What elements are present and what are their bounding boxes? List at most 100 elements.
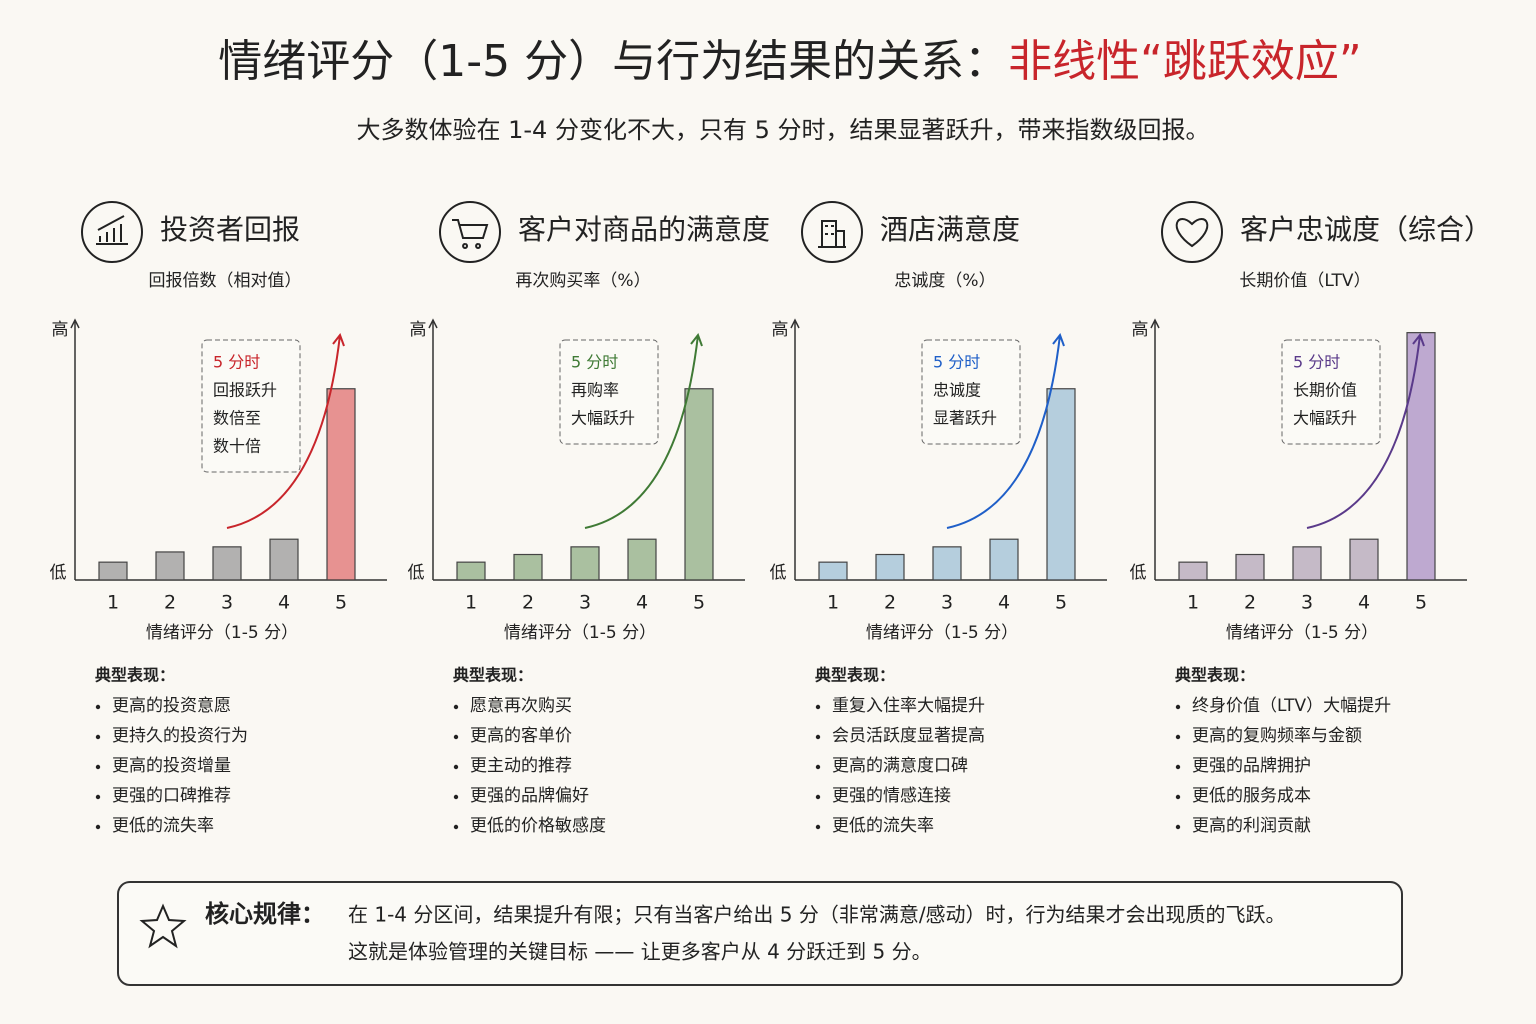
note-item: 重复入住率大幅提升 [832, 696, 985, 716]
x-tick-label: 3 [1301, 592, 1313, 614]
x-tick-label: 4 [278, 592, 290, 614]
note-item: 更强的品牌偏好 [470, 786, 589, 806]
x-tick-label: 2 [884, 592, 896, 614]
bar [1178, 561, 1208, 581]
note-item: 更低的服务成本 [1192, 786, 1311, 806]
x-tick-label: 1 [465, 592, 477, 614]
bullet [95, 794, 101, 800]
notes-title: 典型表现： [1175, 666, 1255, 685]
x-axis-label: 情绪评分（1-5 分） [504, 623, 656, 643]
panel-icon [1175, 218, 1209, 248]
callout-line: 数十倍 [213, 437, 261, 456]
notes-title: 典型表现： [815, 666, 895, 685]
note-item: 更高的复购频率与金额 [1192, 726, 1362, 746]
trend-arrow-head [1412, 332, 1425, 347]
callout-box [559, 339, 659, 445]
y-low-label: 低 [770, 563, 787, 583]
bullet [815, 764, 821, 770]
title-highlight: 非线性“跳跃效应” [1008, 36, 1362, 87]
x-tick-label: 3 [579, 592, 591, 614]
bar [212, 546, 242, 581]
bullet [453, 824, 459, 830]
x-tick-label: 4 [1358, 592, 1370, 614]
callout-line: 5 分时 [213, 353, 260, 372]
x-tick-label: 2 [522, 592, 534, 614]
bar [1406, 332, 1436, 581]
panel-subtitle: 再次购买率（%） [515, 271, 650, 291]
callout-line: 数倍至 [213, 409, 261, 428]
footer-label: 核心规律： [205, 900, 325, 928]
callout-line: 5 分时 [571, 353, 618, 372]
footer-box [117, 881, 1403, 986]
bar [818, 561, 848, 581]
x-tick-label: 4 [636, 592, 648, 614]
bar [932, 546, 962, 581]
x-axis-label: 情绪评分（1-5 分） [1226, 623, 1378, 643]
y-high-label: 高 [772, 320, 789, 340]
bar [269, 538, 299, 581]
bullet [1175, 704, 1181, 710]
panel-icon-circle [81, 201, 143, 263]
note-item: 更高的利润贡献 [1192, 816, 1311, 836]
bullet [815, 704, 821, 710]
trend-arrow-head [690, 332, 703, 347]
y-axis-arrow [428, 318, 438, 329]
bullet [95, 824, 101, 830]
x-tick-label: 1 [107, 592, 119, 614]
bullet [95, 704, 101, 710]
bar [456, 561, 486, 581]
bullet [95, 764, 101, 770]
bullet [815, 824, 821, 830]
panel-subtitle: 回报倍数（相对值） [149, 271, 302, 291]
x-tick-label: 2 [164, 592, 176, 614]
callout-box [1281, 339, 1381, 445]
bar [326, 388, 356, 581]
note-item: 更高的投资增量 [112, 756, 231, 776]
bar [1292, 546, 1322, 581]
title-main: 情绪评分（1-5 分）与行为结果的关系： [218, 36, 1008, 87]
note-item: 更低的流失率 [112, 816, 214, 836]
note-item: 更高的客单价 [470, 726, 572, 746]
panel-title: 投资者回报 [160, 213, 300, 246]
note-item: 更持久的投资行为 [112, 726, 248, 746]
panel-subtitle: 忠诚度（%） [894, 271, 995, 291]
trend-arrow [1306, 334, 1421, 529]
bar [98, 561, 128, 581]
bar [875, 553, 905, 581]
y-axis-arrow [70, 318, 80, 329]
note-item: 终身价值（LTV）大幅提升 [1192, 696, 1391, 716]
bar [1349, 538, 1379, 581]
callout-line: 5 分时 [1293, 353, 1340, 372]
x-tick-label: 5 [1415, 592, 1427, 614]
trend-arrow [946, 334, 1061, 529]
note-item: 更低的流失率 [832, 816, 934, 836]
x-axis-label: 情绪评分（1-5 分） [866, 623, 1018, 643]
trend-arrow-head [1052, 332, 1065, 347]
bar [513, 553, 543, 581]
bullet [453, 734, 459, 740]
star-icon [139, 903, 187, 949]
bullet [95, 734, 101, 740]
panel-subtitle: 长期价值（LTV） [1239, 271, 1370, 291]
note-item: 更强的口碑推荐 [112, 786, 231, 806]
x-tick-label: 3 [941, 592, 953, 614]
note-item: 更高的满意度口碑 [832, 756, 968, 776]
y-high-label: 高 [410, 320, 427, 340]
bar [989, 538, 1019, 581]
panel-icon-circle [1161, 201, 1223, 263]
bullet [815, 794, 821, 800]
x-tick-label: 1 [827, 592, 839, 614]
callout-line: 长期价值 [1293, 381, 1357, 400]
callout-box [921, 339, 1021, 445]
y-low-label: 低 [408, 563, 425, 583]
note-item: 更高的投资意愿 [112, 696, 231, 716]
bar [1235, 553, 1265, 581]
panel-title: 酒店满意度 [880, 213, 1020, 246]
panel-icon [818, 220, 846, 248]
x-axis-label: 情绪评分（1-5 分） [146, 623, 298, 643]
panel-icon-circle [801, 201, 863, 263]
bar [570, 546, 600, 581]
notes-title: 典型表现： [95, 666, 175, 685]
